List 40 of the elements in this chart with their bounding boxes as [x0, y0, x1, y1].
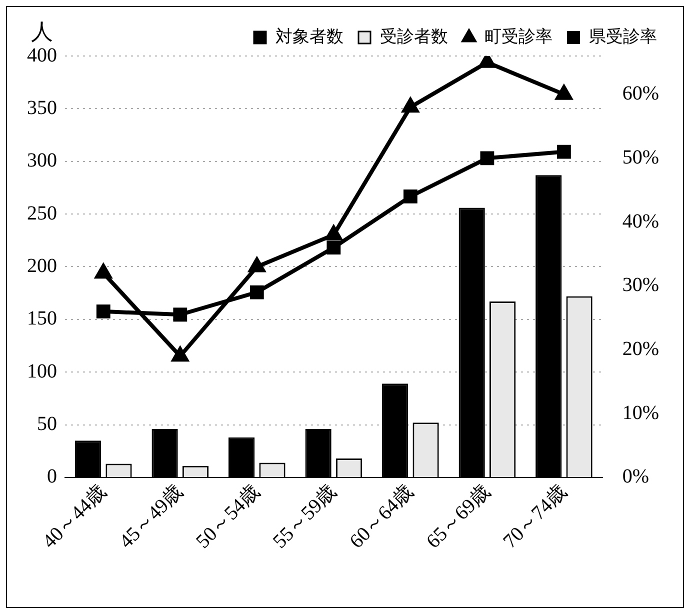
legend-label: 町受診率 — [484, 26, 552, 46]
y2-tick-label: 50% — [622, 146, 660, 168]
y2-tick-label: 40% — [622, 210, 660, 232]
y-tick-label: 350 — [27, 96, 57, 119]
x-tick-label: 65～69歳 — [422, 480, 494, 553]
point — [556, 85, 572, 100]
point — [96, 304, 110, 318]
y-tick-label: 150 — [27, 308, 57, 330]
point — [403, 190, 418, 204]
y-tick-label: 300 — [27, 150, 57, 172]
y2-tick-label: 10% — [622, 402, 660, 424]
y-tick-label: 50 — [37, 413, 57, 436]
y-tick-label: 100 — [27, 360, 57, 382]
y-tick-label: 400 — [27, 44, 57, 66]
point — [326, 226, 342, 240]
x-tick-label: 50～54歳 — [192, 480, 264, 553]
legend-label: 受診者数 — [380, 26, 448, 46]
x-tick-label: 70～74歳 — [499, 480, 572, 553]
point — [173, 308, 188, 322]
y-tick-label: 200 — [27, 254, 57, 277]
point — [557, 144, 571, 159]
y-tick-label: 250 — [27, 202, 57, 224]
legend-label: 県受診率 — [589, 26, 657, 46]
y2-tick-label: 0% — [622, 466, 650, 488]
legend-label: 対象者数 — [276, 26, 344, 46]
y-tick-label: 0 — [47, 466, 57, 488]
y2-tick-label: 20% — [622, 338, 660, 360]
point — [172, 347, 188, 362]
y-axis-title: 人 — [31, 18, 53, 44]
y2-tick-label: 30% — [622, 274, 660, 296]
y2-tick-label: 60% — [622, 82, 660, 105]
x-tick-label: 60～64歳 — [346, 480, 418, 553]
point — [248, 258, 265, 272]
point — [402, 98, 418, 113]
x-tick-label: 45～49歳 — [115, 480, 188, 553]
point — [480, 151, 494, 166]
point — [250, 285, 264, 300]
point — [95, 264, 112, 279]
point — [326, 240, 341, 255]
x-tick-label: 55～59歳 — [268, 480, 341, 553]
